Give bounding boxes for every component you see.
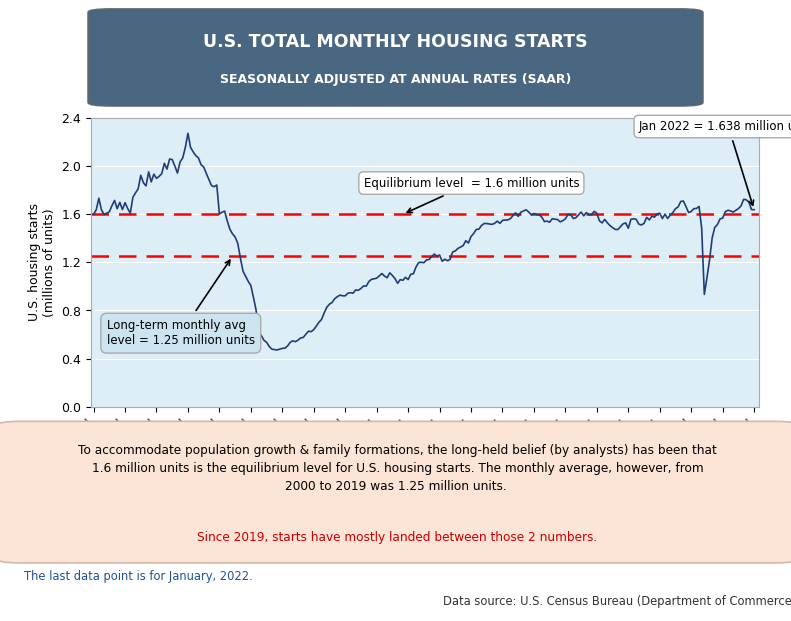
Text: Data source: U.S. Census Bureau (Department of Commerce).: Data source: U.S. Census Bureau (Departm… xyxy=(443,595,791,608)
Text: The last data point is for January, 2022.: The last data point is for January, 2022… xyxy=(24,570,252,583)
X-axis label: Year and month: Year and month xyxy=(363,443,487,457)
FancyBboxPatch shape xyxy=(0,422,791,563)
Text: SEASONALLY ADJUSTED AT ANNUAL RATES (SAAR): SEASONALLY ADJUSTED AT ANNUAL RATES (SAA… xyxy=(220,73,571,86)
FancyBboxPatch shape xyxy=(88,9,703,106)
Text: Long-term monthly avg
level = 1.25 million units: Long-term monthly avg level = 1.25 milli… xyxy=(107,260,255,347)
Text: Equilibrium level  = 1.6 million units: Equilibrium level = 1.6 million units xyxy=(364,176,579,212)
Text: U.S. TOTAL MONTHLY HOUSING STARTS: U.S. TOTAL MONTHLY HOUSING STARTS xyxy=(203,33,588,51)
Text: Jan 2022 = 1.638 million units: Jan 2022 = 1.638 million units xyxy=(639,120,791,206)
Y-axis label: U.S. housing starts
(millions of units): U.S. housing starts (millions of units) xyxy=(28,203,55,322)
Text: Since 2019, starts have mostly landed between those 2 numbers.: Since 2019, starts have mostly landed be… xyxy=(198,531,597,544)
Text: To accommodate population growth & family formations, the long-held belief (by a: To accommodate population growth & famil… xyxy=(78,443,717,492)
